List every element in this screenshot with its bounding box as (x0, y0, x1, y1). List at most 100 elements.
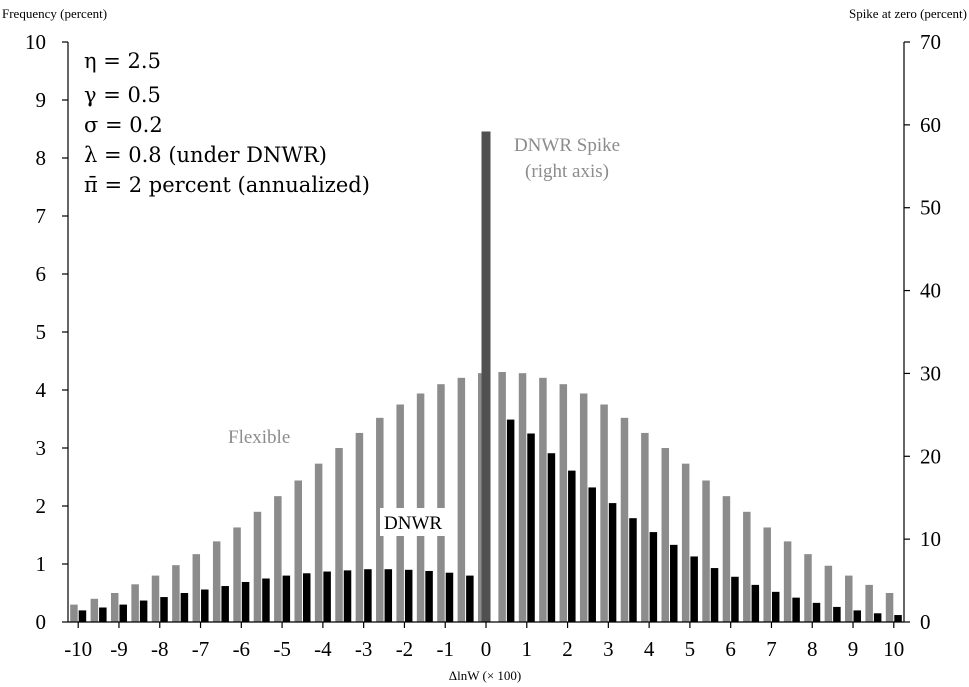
dnwr-bar (588, 487, 596, 622)
flexible-annotation: Flexible (228, 427, 290, 448)
dnwr-bar (323, 571, 331, 622)
dnwr-bar (873, 613, 882, 622)
right-y-tick-label: 70 (920, 30, 941, 54)
flexible-bar (416, 393, 425, 622)
x-ticks: -10 -9 -8 -7 -6 -5 -4 -3 -2 -1 0 1 2 3 4 5 6 7 8 9 10 (64, 622, 904, 661)
spike-annotation-line1: DNWR Spike (514, 135, 620, 156)
dnwr-bar (201, 589, 209, 622)
flexible-bar (804, 554, 812, 622)
left-y-tick-label: 5 (36, 320, 47, 344)
x-tick-label: 8 (807, 637, 818, 661)
flexible-bar (824, 565, 833, 622)
x-tick-label: -10 (64, 637, 92, 661)
dnwr-bar (670, 544, 678, 622)
flexible-bar (661, 448, 670, 622)
dnwr-bar (425, 570, 433, 622)
x-tick-label: 6 (725, 637, 736, 661)
left-y-tick-label: 9 (36, 88, 47, 112)
dnwr-bar (710, 568, 719, 622)
dnwr-bar (731, 576, 739, 622)
x-tick-label: -4 (314, 637, 332, 661)
x-tick-label: -8 (151, 637, 169, 661)
left-y-tick-label: 7 (36, 204, 47, 228)
dnwr-bar (629, 518, 637, 622)
dnwr-bars (78, 419, 902, 622)
dnwr-bar (384, 569, 393, 622)
dnwr-bar (262, 578, 270, 622)
flexible-bar (600, 404, 608, 622)
flexible-bar (233, 527, 241, 622)
left-y-tick-label: 4 (36, 378, 47, 402)
x-tick-label: 0 (481, 637, 492, 661)
x-tick-label: -1 (436, 637, 454, 661)
flexible-bar (376, 417, 384, 622)
flexible-bar (131, 584, 139, 622)
dnwr-annotation: DNWR (384, 513, 442, 534)
flexible-bar (783, 541, 792, 622)
dnwr-spike-bars (481, 131, 491, 623)
dnwr-bar (364, 569, 372, 622)
flexible-bar (335, 448, 343, 622)
flexible-bar (355, 432, 364, 622)
dnwr-bar (404, 569, 413, 622)
flexible-bar (437, 384, 445, 622)
left-y-tick-label: 6 (36, 262, 47, 286)
right-y-tick-label: 60 (920, 113, 941, 137)
flexible-bar (457, 377, 466, 622)
flexible-bar (579, 393, 588, 622)
flexible-bar (743, 511, 751, 622)
dnwr-bar (568, 470, 576, 622)
dnwr-bar (506, 419, 515, 622)
flexible-bar (865, 584, 873, 622)
flexible-bar (70, 604, 78, 622)
x-tick-label: -3 (355, 637, 373, 661)
dnwr-bar (751, 584, 760, 622)
dnwr-label-background (380, 508, 454, 536)
dnwr-bar (139, 600, 148, 622)
dnwr-bar (853, 610, 862, 622)
flexible-bar (172, 565, 180, 622)
flexible-bar (110, 593, 119, 622)
x-tick-label: 1 (522, 637, 533, 661)
param-gamma: γ = 0.5 (84, 83, 161, 107)
parameter-list: η = 2.5 γ = 0.5 σ = 0.2 λ = 0.8 (under D… (84, 49, 370, 197)
flexible-bar (885, 593, 894, 622)
dnwr-bar (282, 575, 291, 622)
dnwr-bar (221, 586, 229, 622)
right-y-tick-label: 20 (920, 444, 941, 468)
dnwr-bar (608, 503, 617, 622)
dnwr-bar (180, 593, 189, 622)
dnwr-bar (649, 532, 658, 622)
flexible-bar (151, 575, 160, 622)
dnwr-bar (690, 556, 698, 622)
flexible-bar (559, 384, 568, 622)
x-tick-label: -7 (192, 637, 210, 661)
left-y-tick-label: 0 (36, 610, 47, 634)
dnwr-bar (241, 581, 250, 622)
dnwr-bar (894, 615, 902, 622)
flexible-bar (274, 496, 282, 622)
right-y-tick-label: 30 (920, 361, 941, 385)
right-y-tick-label: 40 (920, 279, 941, 303)
x-tick-label: -9 (110, 637, 128, 661)
dnwr-spike-bar (481, 131, 491, 623)
flexible-bar (539, 377, 547, 622)
x-tick-label: 3 (603, 637, 614, 661)
left-y-axis-label: Frequency (percent) (2, 6, 107, 21)
flexible-bar (294, 480, 302, 622)
flexible-bar (620, 417, 629, 622)
x-tick-label: -6 (233, 637, 251, 661)
dnwr-bar (160, 597, 168, 622)
dnwr-bar (343, 570, 352, 622)
flexible-bar (192, 554, 201, 622)
flexible-bar (314, 463, 323, 622)
dnwr-bar (78, 610, 87, 622)
dnwr-bar (466, 575, 474, 622)
dnwr-bar (99, 607, 107, 622)
right-y-axis-label: Spike at zero (percent) (849, 6, 967, 21)
x-tick-label: 4 (644, 637, 655, 661)
x-tick-label: -2 (396, 637, 414, 661)
dnwr-bar (445, 572, 454, 622)
x-tick-label: -5 (273, 637, 291, 661)
